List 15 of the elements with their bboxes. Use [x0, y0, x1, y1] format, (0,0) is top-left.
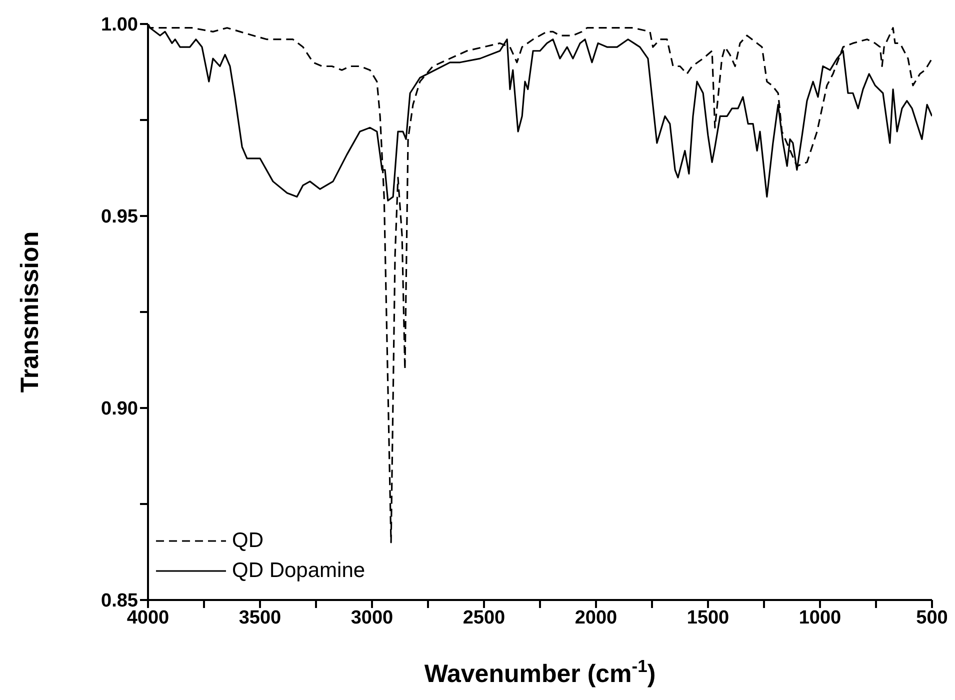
- x-tick-label: 1500: [686, 607, 730, 628]
- x-tick-label: 2000: [574, 607, 618, 628]
- y-tick-label: 0.90: [101, 398, 138, 420]
- x-axis-title: Wavenumber (cm$^{-1}$): [424, 656, 656, 688]
- x-tick-label: 4000: [126, 607, 170, 628]
- legend-label: QD Dopamine: [232, 559, 366, 583]
- legend-label: QD: [232, 529, 264, 553]
- x-tick-label: 3000: [350, 607, 394, 628]
- x-tick-label: 500: [916, 607, 948, 628]
- x-tick-label: 2500: [462, 607, 506, 628]
- y-tick-label: 1.00: [101, 14, 138, 36]
- x-tick-label: 1000: [798, 607, 842, 628]
- y-axis-title: Transmission: [16, 231, 44, 393]
- y-tick-label: 0.95: [101, 206, 138, 228]
- x-tick-label: 3500: [238, 607, 282, 628]
